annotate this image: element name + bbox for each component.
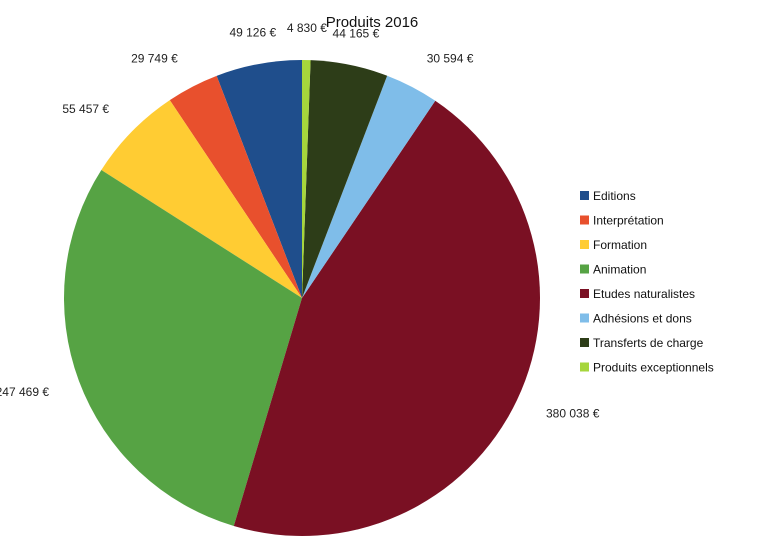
pie-slice-produits-exceptionnels <box>302 59 311 298</box>
slice-value-label: 29 749 € <box>131 51 178 65</box>
pie-slices <box>63 59 540 536</box>
pie-slice-etudes-naturalistes <box>233 100 540 536</box>
legend-swatch <box>580 338 589 347</box>
legend-label: Editions <box>593 189 636 203</box>
legend: Editions Interprétation Formation Animation… <box>580 189 714 375</box>
pie-slice-formation <box>101 100 302 298</box>
slice-value-label: 247 469 € <box>0 385 49 399</box>
legend-label: Produits exceptionnels <box>593 361 714 375</box>
legend-label: Adhésions et dons <box>593 312 692 326</box>
slice-value-label: 55 457 € <box>62 102 109 116</box>
legend-swatch <box>580 191 589 200</box>
legend-swatch <box>580 240 589 249</box>
chart-title: Produits 2016 <box>326 14 419 31</box>
legend-label: Transferts de charge <box>593 336 704 350</box>
legend-label: Formation <box>593 238 647 252</box>
pie-slice-transferts-de-charge <box>302 60 388 299</box>
legend-label: Animation <box>593 263 646 277</box>
slice-value-label: 49 126 € <box>229 26 276 40</box>
pie-slice-interpr-tation <box>169 75 302 298</box>
slice-value-label: 380 038 € <box>546 407 600 421</box>
legend-label: Etudes naturalistes <box>593 287 695 301</box>
legend-label: Interprétation <box>593 214 664 228</box>
legend-swatch <box>580 313 589 323</box>
slice-value-label: 44 165 € <box>333 26 380 40</box>
slice-value-labels: 49 126 € 29 749 € 55 457 € 247 469 € 380 038… <box>0 21 600 421</box>
pie-slice-editions <box>216 60 302 298</box>
legend-swatch <box>580 362 589 372</box>
pie-slice-animation <box>63 170 303 527</box>
legend-swatch <box>580 215 589 225</box>
legend-swatch <box>580 289 589 298</box>
pie-slice-adh-sions-et-dons <box>302 75 436 298</box>
slice-value-label: 30 594 € <box>427 52 474 66</box>
slice-value-label: 4 830 € <box>287 21 327 35</box>
legend-swatch <box>580 264 589 274</box>
